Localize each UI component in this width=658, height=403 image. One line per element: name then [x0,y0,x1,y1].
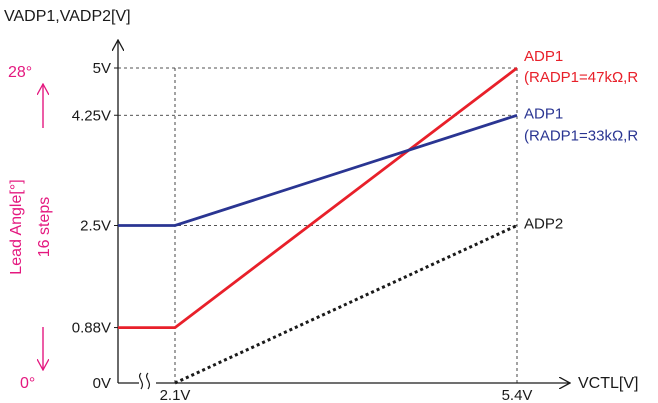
x-axis-title: VCTL[V] [578,375,638,392]
series-adp2-name: ADP2 [524,216,563,233]
series-adp1-33k-name: ADP1 [524,105,563,122]
series-adp1-47k-name: ADP1 [524,48,563,65]
labels: 0V 0.88V 2.5V 4.25V 5V 2.1V 5.4V ADP1 (RADP1=47k… [72,48,639,403]
lead-angle-steps-label: 16 steps [36,197,53,257]
lead-angle-scale: 28° 0° Lead Angle[°] 16 steps [8,64,53,392]
series-adp1-47k-annotation: (RADP1=47kΩ,R [524,69,638,86]
series-adp2-line [174,224,518,385]
x-tick-label-5.4: 5.4V [502,387,533,403]
series-adp1-33k-line [118,113,518,227]
y-tick-label-5: 5V [93,60,111,77]
series-adp1-47k-line [118,66,518,330]
y-tick-label-0.88: 0.88V [72,320,111,337]
y-tick-label-2.5: 2.5V [80,218,111,235]
series-adp1-33k-annotation: (RADP1=33kΩ,R [524,127,638,144]
lead-angle-bottom-label: 0° [20,375,35,392]
axis-break-icon [138,372,151,390]
axes [118,40,570,390]
lead-angle-axis-title: Lead Angle[°] [8,179,25,274]
y-axis-title: VADP1,VADP2[V] [4,8,131,25]
y-tick-label-4.25: 4.25V [72,107,111,124]
series [118,66,518,385]
y-tick-label-0: 0V [93,375,111,392]
lead-angle-top-label: 28° [8,64,32,81]
x-tick-label-2.1: 2.1V [160,387,191,403]
